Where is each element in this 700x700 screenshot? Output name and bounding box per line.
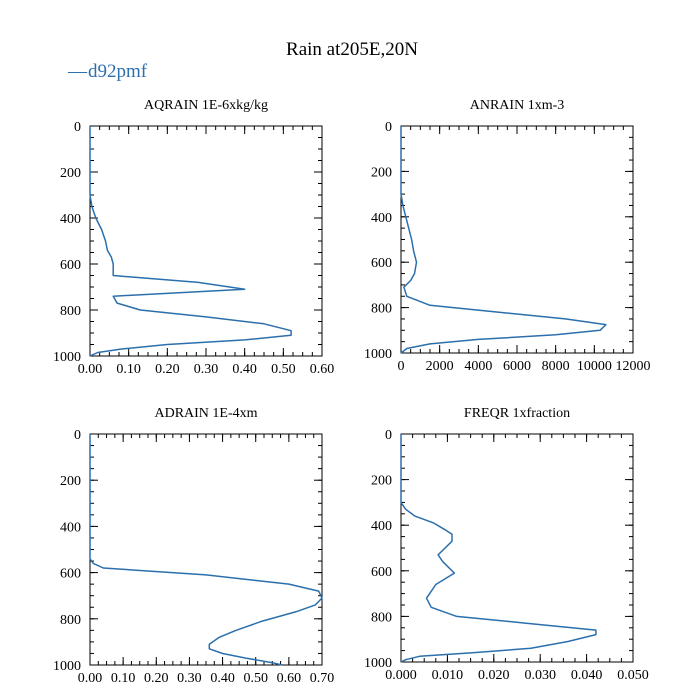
x-tick-label: 0.010 — [432, 668, 464, 683]
panel-title: FREQR 1xfraction — [464, 406, 570, 421]
y-tick-label: 200 — [371, 474, 392, 489]
plot-frame — [400, 125, 634, 354]
x-tick-label: 0.00 — [78, 671, 103, 686]
x-tick-label: 0.60 — [310, 362, 335, 377]
figure-title: Rain at205E,20N — [286, 39, 418, 60]
y-tick-label: 200 — [371, 165, 392, 180]
x-tick-label: 0.040 — [571, 668, 603, 683]
y-tick-label: 600 — [371, 256, 392, 271]
x-tick-label: 0.10 — [116, 362, 141, 377]
y-tick-label: 400 — [60, 520, 81, 535]
x-tick-label: 0.20 — [144, 671, 169, 686]
panel-title: ADRAIN 1E-4xm — [154, 406, 257, 421]
x-tick-label: 0.30 — [194, 362, 219, 377]
x-tick-label: 10000 — [577, 359, 612, 374]
y-tick-label: 600 — [60, 258, 81, 273]
series-line-d92pmf — [89, 434, 323, 666]
y-tick-label: 0 — [385, 428, 392, 443]
y-tick-label: 800 — [60, 304, 81, 319]
y-tick-label: 0 — [74, 428, 81, 443]
plot-frame — [89, 125, 323, 357]
x-tick-label: 0.030 — [524, 668, 556, 683]
x-tick-label: 12000 — [616, 359, 651, 374]
x-tick-label: 0.020 — [478, 668, 510, 683]
y-tick-label: 800 — [371, 610, 392, 625]
x-tick-label: 0.70 — [310, 671, 335, 686]
y-tick-label: 1000 — [53, 350, 81, 365]
plot-frame — [89, 433, 323, 666]
x-tick-label: 0.30 — [177, 671, 202, 686]
y-tick-label: 200 — [60, 166, 81, 181]
y-tick-label: 400 — [60, 212, 81, 227]
x-tick-label: 0.000 — [385, 668, 417, 683]
x-tick-label: 4000 — [464, 359, 492, 374]
legend-label: d92pmf — [88, 61, 148, 82]
series-line-d92pmf — [400, 434, 597, 663]
series-line-d92pmf — [89, 126, 292, 357]
plot-frame — [400, 433, 634, 663]
x-tick-label: 0.40 — [232, 362, 257, 377]
x-tick-label: 0.10 — [111, 671, 136, 686]
legend: — d92pmf — [67, 61, 148, 82]
y-tick-label: 200 — [60, 474, 81, 489]
x-tick-label: 0.20 — [155, 362, 180, 377]
panel-title: AQRAIN 1E-6xkg/kg — [144, 98, 268, 113]
x-tick-label: 0.00 — [78, 362, 103, 377]
y-tick-label: 1000 — [53, 659, 81, 674]
x-tick-label: 6000 — [503, 359, 531, 374]
y-tick-label: 800 — [371, 302, 392, 317]
y-tick-label: 600 — [60, 567, 81, 582]
y-tick-label: 0 — [74, 120, 81, 135]
chart-panel-2: ANRAIN 1xm-3 0 2000 4000 6000 8000 10000 12000 0… — [364, 98, 651, 374]
y-tick-label: 400 — [371, 519, 392, 534]
y-tick-label: 600 — [371, 565, 392, 580]
legend-line-marker: — — [67, 61, 88, 82]
series-line-d92pmf — [400, 126, 607, 354]
y-tick-label: 400 — [371, 211, 392, 226]
panel-title: ANRAIN 1xm-3 — [470, 98, 565, 113]
x-tick-label: 0.50 — [271, 362, 296, 377]
chart-panel-4: FREQR 1xfraction 0.000 0.010 0.020 0.030 0.04… — [364, 406, 649, 683]
x-tick-label: 0.60 — [277, 671, 302, 686]
y-tick-label: 1000 — [364, 347, 392, 362]
x-tick-label: 2000 — [426, 359, 454, 374]
x-tick-label: 0.050 — [617, 668, 649, 683]
x-tick-label: 0 — [398, 359, 405, 374]
y-tick-label: 1000 — [364, 656, 392, 671]
chart-panel-1: AQRAIN 1E-6xkg/kg 0.00 0.10 0.20 0.30 0.40 0.5… — [53, 98, 334, 377]
x-tick-label: 8000 — [542, 359, 570, 374]
x-tick-label: 0.50 — [243, 671, 268, 686]
y-tick-label: 800 — [60, 613, 81, 628]
chart-panels: AQRAIN 1E-6xkg/kg 0.00 0.10 0.20 0.30 0.40 0.5… — [53, 98, 651, 686]
y-tick-label: 0 — [385, 120, 392, 135]
chart-panel-3: ADRAIN 1E-4xm 0.00 0.10 0.20 0.30 0.40 0.50 0.6… — [53, 406, 334, 686]
x-tick-label: 0.40 — [210, 671, 235, 686]
